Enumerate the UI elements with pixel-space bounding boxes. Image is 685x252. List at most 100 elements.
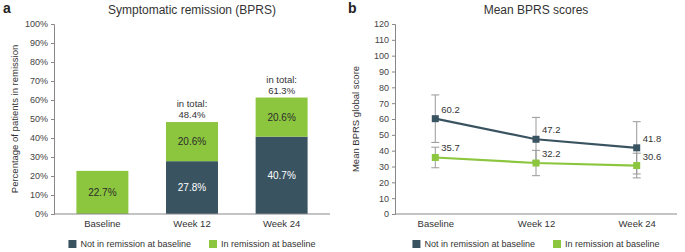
y-axis: 0102030405060708090100110120	[374, 19, 396, 219]
figure: a Symptomatic remission (BPRS) Percentage …	[0, 0, 685, 252]
y-tick-mark	[51, 214, 54, 215]
y-tick-mark	[51, 43, 54, 44]
y-tick-label: 30	[379, 162, 389, 172]
y-tick-mark	[51, 100, 54, 101]
y-tick: 40%	[30, 133, 54, 143]
annotation-label: 48.4%	[179, 109, 206, 120]
y-tick-label: 30%	[30, 152, 48, 162]
data-label: 20.6%	[178, 136, 206, 147]
x-tick-label: Week 12	[518, 218, 555, 229]
annotation: in total:61.3%	[266, 74, 297, 96]
y-tick-label: 40%	[30, 133, 48, 143]
y-tick-mark	[392, 151, 395, 152]
data-label: 20.6%	[267, 112, 295, 123]
y-tick-label: 60%	[30, 95, 48, 105]
y-tick-mark	[392, 103, 395, 104]
x-tick: Baseline	[84, 214, 120, 229]
bars	[76, 98, 307, 214]
data-label: 40.7%	[267, 170, 295, 181]
error-cap	[431, 167, 439, 168]
y-tick-mark	[51, 176, 54, 177]
y-tick-mark	[51, 62, 54, 63]
data-label: 47.2	[542, 124, 561, 135]
legend-swatch	[68, 240, 76, 248]
error-cap	[431, 147, 439, 148]
chart-panel: bMean BPRS scoresMean BPRS global score0…	[348, 0, 677, 249]
x-axis-line	[395, 214, 677, 215]
y-tick: 30	[379, 162, 395, 172]
x-tick-label: Week 24	[263, 218, 300, 229]
y-axis-title: Percentage of patients in remission	[9, 45, 20, 193]
y-tick: 20	[379, 178, 395, 188]
y-tick-mark	[392, 182, 395, 183]
y-tick-mark	[392, 135, 395, 136]
annotation-label: 61.3%	[268, 85, 295, 96]
chart-title: Symptomatic remission (BPRS)	[108, 3, 276, 17]
y-tick-mark	[392, 119, 395, 120]
y-tick: 100	[374, 51, 395, 61]
y-tick-label: 100	[374, 51, 389, 61]
bar	[166, 161, 218, 214]
panel-letter: b	[348, 0, 357, 16]
y-tick: 120	[374, 19, 395, 29]
y-axis: 0%10%20%30%40%50%60%70%80%90%100%	[25, 19, 55, 219]
y-tick-label: 50	[379, 130, 389, 140]
y-tick-mark	[51, 195, 54, 196]
marker	[533, 136, 540, 143]
data-label: 30.6	[643, 151, 662, 162]
y-tick: 60%	[30, 95, 54, 105]
y-axis-line	[51, 25, 55, 215]
y-tick-label: 90	[379, 67, 389, 77]
y-tick: 50	[379, 130, 395, 140]
bar	[256, 98, 308, 137]
y-tick-label: 70%	[30, 76, 48, 86]
y-tick: 0	[384, 209, 395, 219]
annotation-text: in total:	[177, 98, 208, 109]
data-label: 27.8%	[178, 182, 206, 193]
marker	[633, 144, 640, 151]
y-tick: 90%	[30, 38, 54, 48]
y-tick: 70%	[30, 76, 54, 86]
y-tick-label: 0%	[35, 209, 48, 219]
error-cap	[532, 150, 540, 151]
marker	[533, 160, 540, 167]
marker	[432, 154, 439, 161]
y-tick-label: 0	[384, 209, 389, 219]
x-tick-label: Week 12	[173, 218, 210, 229]
data-label: 35.7	[441, 142, 460, 153]
y-tick: 80%	[30, 57, 54, 67]
bar	[166, 122, 218, 161]
y-tick-mark	[392, 214, 395, 215]
annotation-text: in total:	[266, 74, 297, 85]
y-tick-label: 100%	[25, 19, 48, 29]
error-cap	[532, 117, 540, 118]
x-tick: Week 12	[173, 214, 210, 229]
y-tick: 60	[379, 114, 395, 124]
y-tick-label: 20%	[30, 171, 48, 181]
legend-label: Not in remission at baseline	[80, 239, 191, 249]
x-tick: Week 24	[619, 214, 656, 229]
panel-letter: a	[3, 0, 11, 16]
y-tick-label: 90%	[30, 38, 48, 48]
legend-item: Not in remission at baseline	[68, 239, 191, 249]
x-axis: BaselineWeek 12Week 24	[395, 214, 677, 229]
y-tick-label: 40	[379, 146, 389, 156]
legend: Not in remission at baseline In remission…	[68, 239, 315, 249]
y-axis-line	[392, 25, 396, 215]
x-axis: Baseline Week 12 Week 24	[54, 214, 330, 229]
line	[435, 119, 636, 148]
y-tick-mark	[392, 56, 395, 57]
chart-title: Mean BPRS scores	[484, 3, 589, 17]
y-tick-mark	[51, 81, 54, 82]
legend: Not in remission at baselineIn remission…	[412, 239, 659, 249]
data-label: 32.2	[542, 148, 561, 159]
y-tick: 0%	[35, 209, 54, 219]
legend-label: In remission at baseline	[221, 239, 316, 249]
y-tick-mark	[392, 40, 395, 41]
chart-panel: a Symptomatic remission (BPRS) Percentage …	[3, 0, 330, 249]
y-tick-label: 70	[379, 99, 389, 109]
data-labels: 27.8%40.7%22.7%20.6%20.6%	[88, 112, 296, 198]
data-labels: 60.247.241.835.732.230.6	[441, 104, 661, 162]
y-tick-label: 80	[379, 83, 389, 93]
y-tick: 70	[379, 99, 395, 109]
